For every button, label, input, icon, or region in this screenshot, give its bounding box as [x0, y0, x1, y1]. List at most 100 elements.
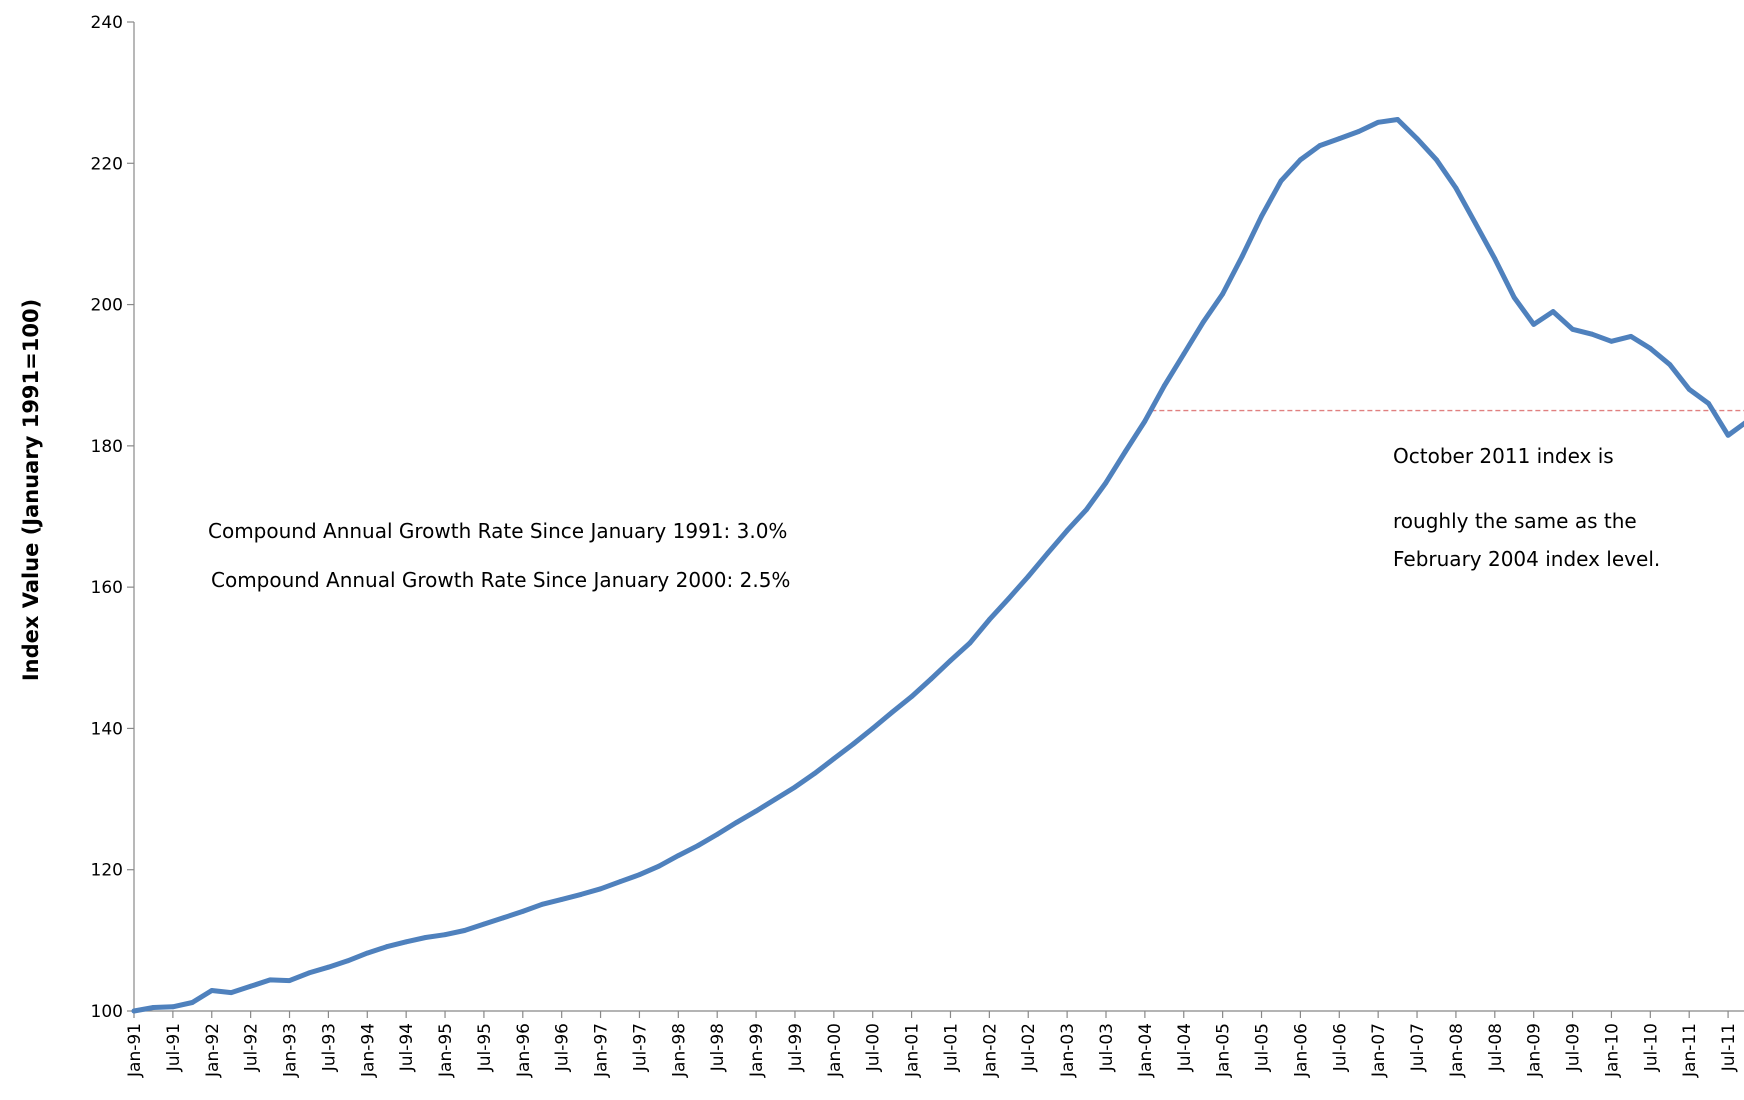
x-tick-label: Jan-01 — [903, 1023, 923, 1078]
data-point — [131, 1008, 137, 1014]
data-point — [481, 921, 487, 927]
data-point — [1686, 386, 1692, 392]
x-tick-label: Jan-94 — [358, 1023, 378, 1078]
x-tick-label: Jan-08 — [1447, 1023, 1467, 1078]
data-point — [948, 658, 953, 663]
data-point — [345, 958, 351, 964]
data-point — [1356, 129, 1362, 134]
data-point — [967, 640, 973, 646]
x-tick-label: Jan-95 — [436, 1023, 456, 1078]
y-tick-label: 180 — [91, 437, 123, 457]
data-point — [151, 1005, 156, 1010]
data-point — [1045, 550, 1051, 556]
data-point — [870, 726, 876, 731]
data-point — [1123, 449, 1128, 454]
data-point — [189, 1000, 195, 1005]
data-point — [1473, 220, 1478, 226]
x-tick-label: Jul-96 — [553, 1023, 573, 1072]
data-point — [753, 808, 759, 814]
x-tick-label: Jan-97 — [592, 1023, 612, 1078]
data-point — [1492, 256, 1498, 262]
data-point — [326, 964, 331, 970]
x-tick-label: Jan-91 — [125, 1023, 145, 1078]
data-point — [1200, 319, 1206, 325]
x-tick-label: Jul-02 — [1019, 1023, 1039, 1072]
data-point — [1589, 331, 1595, 337]
data-point — [928, 676, 934, 682]
x-tick-label: Jan-06 — [1291, 1023, 1311, 1078]
x-tick-label: Jul-99 — [786, 1023, 806, 1072]
data-point — [792, 784, 798, 790]
x-tick-label: Jan-92 — [203, 1023, 223, 1078]
x-tick-label: Jul-07 — [1408, 1023, 1428, 1072]
data-point — [598, 886, 603, 892]
october-2011-annotation-line-2: roughly the same as the — [1393, 509, 1637, 533]
data-point — [1317, 143, 1323, 149]
data-point — [1511, 295, 1517, 300]
data-point — [1220, 291, 1225, 297]
data-point — [501, 915, 506, 921]
data-point — [1181, 351, 1187, 357]
data-point — [1570, 326, 1575, 332]
data-point — [287, 978, 292, 983]
data-point — [831, 756, 837, 762]
data-point — [987, 617, 992, 622]
data-point — [1259, 213, 1264, 219]
data-point — [1103, 480, 1109, 485]
x-axis: Jan-91 Jul-91 Jan-92 Jul-92 Jan-93 Jul-93 Jan-… — [125, 1010, 1744, 1078]
data-point — [1298, 157, 1303, 163]
data-point — [1647, 346, 1653, 351]
data-point — [909, 694, 914, 699]
october-2011-annotation-line-1: October 2011 index is — [1393, 444, 1614, 468]
data-point — [1084, 507, 1089, 512]
data-point — [637, 872, 642, 878]
data-point — [1725, 432, 1731, 438]
x-tick-label: Jul-10 — [1641, 1023, 1661, 1072]
data-point — [617, 879, 623, 885]
x-tick-label: Jul-00 — [864, 1023, 884, 1072]
data-point — [850, 741, 856, 747]
data-point — [1064, 528, 1070, 533]
y-tick-label: 100 — [91, 1002, 123, 1022]
october-2011-annotation-line-3: February 2004 index level. — [1393, 547, 1660, 571]
data-point — [1531, 322, 1537, 327]
data-point — [656, 863, 662, 869]
x-tick-label: Jul-94 — [397, 1023, 417, 1072]
data-point — [695, 843, 701, 849]
data-point — [1434, 157, 1439, 163]
y-tick-label: 140 — [91, 719, 123, 739]
y-tick-label: 200 — [91, 296, 123, 316]
data-point — [1667, 362, 1673, 367]
data-point — [267, 977, 273, 983]
x-tick-label: Jul-95 — [475, 1023, 495, 1072]
data-point — [423, 935, 428, 940]
x-tick-label: Jul-03 — [1097, 1023, 1117, 1072]
data-point — [1706, 401, 1711, 406]
data-point — [1628, 334, 1634, 339]
x-tick-label: Jul-97 — [630, 1023, 650, 1072]
data-point — [403, 939, 409, 945]
y-axis-title: Index Value (January 1991=100) — [19, 299, 43, 681]
cagr-1991-annotation: Compound Annual Growth Rate Since Januar… — [208, 519, 787, 543]
x-tick-label: Jan-93 — [281, 1023, 301, 1078]
data-point — [773, 796, 778, 802]
x-tick-label: Jul-05 — [1253, 1023, 1273, 1072]
data-points — [131, 117, 1731, 1014]
data-point — [1550, 309, 1556, 314]
data-point — [1395, 117, 1400, 122]
data-point — [170, 1004, 176, 1010]
data-point — [248, 983, 254, 989]
data-point — [462, 928, 467, 933]
data-point — [384, 944, 390, 950]
data-point — [1336, 136, 1342, 142]
data-point — [364, 950, 370, 956]
data-point — [559, 897, 565, 902]
x-tick-label: Jan-00 — [825, 1023, 845, 1078]
data-point — [1609, 338, 1614, 344]
data-point — [1025, 574, 1031, 579]
x-tick-label: Jul-92 — [242, 1023, 262, 1072]
x-tick-label: Jan-09 — [1525, 1023, 1545, 1078]
x-tick-label: Jul-08 — [1486, 1023, 1506, 1072]
y-tick-label: 120 — [91, 861, 123, 881]
data-point — [714, 832, 720, 837]
